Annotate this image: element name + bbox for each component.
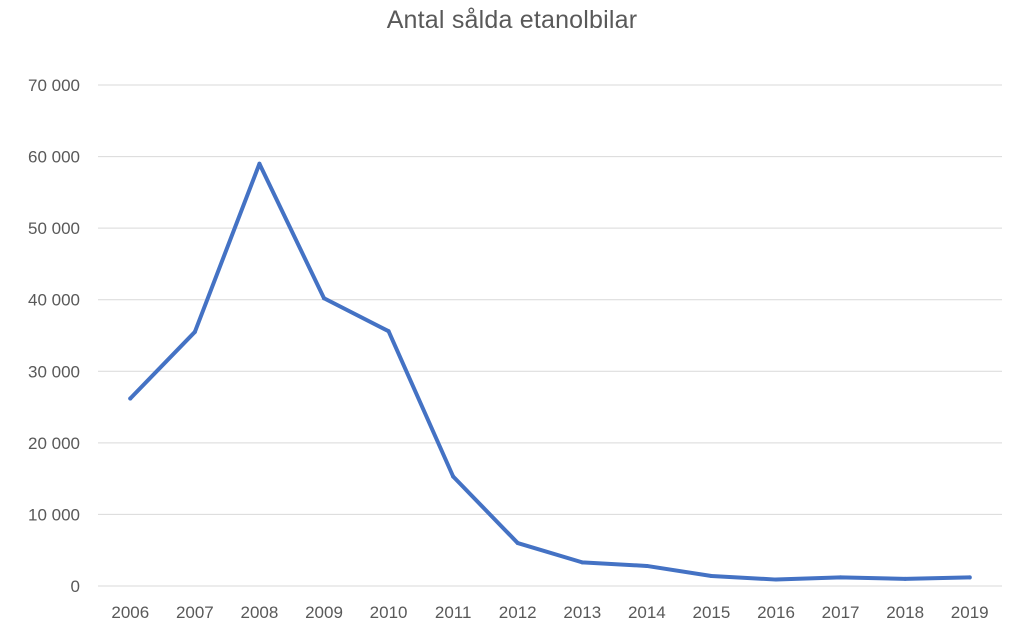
x-tick-label: 2006 [111,603,149,622]
x-tick-label: 2013 [563,603,601,622]
data-point [257,161,262,166]
y-tick-label: 10 000 [28,505,80,524]
y-tick-label: 50 000 [28,219,80,238]
data-point [709,573,714,578]
x-tick-label: 2014 [628,603,666,622]
x-tick-label: 2012 [499,603,537,622]
x-tick-label: 2010 [370,603,408,622]
y-axis-labels: 0 10 000 20 000 30 000 40 000 50 000 60 000 70 … [28,76,80,596]
y-tick-label: 0 [71,577,80,596]
series-layer [128,161,972,582]
y-tick-label: 70 000 [28,76,80,95]
y-tick-label: 60 000 [28,148,80,167]
data-point [515,541,520,546]
data-point [451,474,456,479]
data-point [774,577,778,582]
x-tick-label: 2009 [305,603,343,622]
y-tick-label: 30 000 [28,362,80,381]
data-point [903,576,908,581]
data-point [580,560,585,565]
data-point [386,329,391,334]
x-axis-labels: 2006 2007 2008 2009 2010 2011 2012 2013 2014 2015… [111,603,988,622]
data-point [838,575,843,580]
x-tick-label: 2017 [822,603,860,622]
x-tick-label: 2018 [886,603,924,622]
series-line [128,161,972,582]
y-tick-label: 20 000 [28,434,80,453]
x-tick-label: 2015 [693,603,731,622]
chart-title: Antal sålda etanolbilar [386,6,638,34]
gridlines [98,84,1002,587]
x-tick-label: 2016 [757,603,795,622]
y-tick-label: 40 000 [28,291,80,310]
data-point [322,296,326,301]
x-tick-label: 2007 [176,603,214,622]
data-point [128,396,133,401]
data-point [644,563,649,568]
x-tick-label: 2019 [951,603,989,622]
x-tick-label: 2011 [435,603,472,622]
data-point [967,575,972,580]
x-tick-label: 2008 [241,603,279,622]
data-point [192,329,197,334]
